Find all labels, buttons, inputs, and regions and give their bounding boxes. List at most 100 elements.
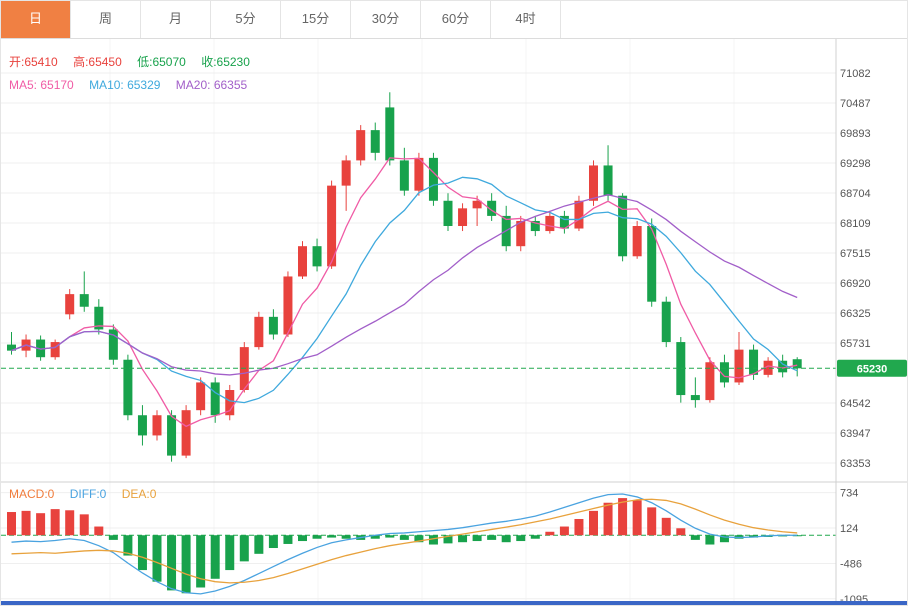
macd-bar [283, 535, 293, 544]
tab-周[interactable]: 周 [71, 1, 141, 38]
candle-body [589, 165, 598, 201]
ma20-line [11, 194, 798, 376]
macd-bar [414, 535, 424, 543]
candle-body [268, 316, 278, 335]
svg-text:68109: 68109 [840, 218, 871, 230]
macd-bar [312, 535, 322, 539]
tab-15分[interactable]: 15分 [281, 1, 351, 38]
candle-body [778, 360, 788, 373]
ohlc-legend: 开:65410 高:65450 低:65070 收:65230 [9, 53, 262, 70]
candle-body [108, 329, 118, 360]
svg-text:66325: 66325 [840, 308, 871, 320]
tab-60分[interactable]: 60分 [421, 1, 491, 38]
candle-body [210, 382, 220, 416]
macd-bar [618, 498, 628, 536]
price-tag [837, 359, 907, 377]
open-value: 开:65410 [9, 55, 58, 69]
candle-body [414, 157, 424, 191]
macd-bar [385, 535, 395, 538]
tab-5分[interactable]: 5分 [211, 1, 281, 38]
axis-labels: 71082 70487 69893 69298 68704 68109 67515 66920… [837, 68, 907, 606]
candle-body [370, 130, 380, 153]
candle-body [734, 349, 744, 383]
svg-text:-1095: -1095 [840, 594, 868, 606]
candle-body [574, 200, 584, 229]
candle-body [399, 160, 409, 191]
macd-bar [647, 507, 657, 536]
macd-bar [123, 535, 133, 556]
candle-body [690, 395, 700, 401]
macd-bar [341, 535, 351, 539]
ma-legend: MA5: 65170 MA10: 65329 MA20: 66355 [9, 78, 259, 92]
candle-body [676, 342, 686, 396]
svg-text:734: 734 [840, 488, 858, 500]
macd-bar [152, 535, 162, 582]
candle-body [705, 362, 715, 401]
tab-4时[interactable]: 4时 [491, 1, 561, 38]
candle-body [137, 415, 147, 436]
svg-text:63353: 63353 [840, 458, 871, 470]
grid-layer [1, 39, 836, 602]
macd-bar [530, 535, 540, 539]
macd-bar [327, 535, 337, 538]
candle-body [94, 306, 104, 330]
candle-body [79, 294, 89, 307]
macd-bar [516, 535, 526, 542]
candle-body [356, 130, 366, 161]
macd-bar [661, 517, 671, 536]
candle-body [167, 415, 177, 456]
tab-月[interactable]: 月 [141, 1, 211, 38]
macd-bar [239, 535, 249, 562]
macd-bar [196, 535, 206, 588]
macd-bar [79, 514, 89, 536]
tab-30分[interactable]: 30分 [351, 1, 421, 38]
candle-body [152, 415, 162, 436]
candle-body [632, 226, 642, 257]
macd-bar [137, 535, 147, 571]
close-value: 收:65230 [201, 55, 250, 69]
macd-bar [589, 510, 598, 536]
candle-body [443, 200, 453, 227]
macd-value: MACD:0 [9, 487, 55, 501]
panel-borders [1, 39, 907, 603]
macd-bar [7, 512, 16, 536]
candle-body [225, 390, 235, 416]
svg-text:71082: 71082 [840, 68, 871, 80]
svg-text:68704: 68704 [840, 188, 871, 200]
candle-body [792, 359, 802, 369]
macd-bar [210, 535, 220, 579]
macd-bar [472, 535, 482, 542]
svg-text:66920: 66920 [840, 278, 871, 290]
ma-lines-layer [1, 157, 836, 428]
candle-body [65, 294, 75, 315]
diff-value: DIFF:0 [69, 487, 107, 501]
candle-body [196, 382, 206, 411]
dea-line [11, 498, 798, 584]
candle-body [341, 160, 351, 186]
candle-body [516, 220, 526, 247]
ma10-value: MA10: 65329 [89, 78, 161, 92]
macd-bar [108, 535, 118, 540]
high-value: 高:65450 [73, 55, 122, 69]
candle-body [458, 208, 468, 227]
dea-value: DEA:0 [121, 487, 157, 501]
candle-body [647, 226, 657, 302]
candle-body [385, 107, 395, 161]
macd-bar [690, 535, 700, 540]
candle-body [545, 215, 555, 232]
kline-macd-chart[interactable]: 71082 70487 69893 69298 68704 68109 67515 66920… [1, 39, 908, 606]
candle-body [428, 157, 438, 201]
macd-bar [632, 500, 642, 536]
svg-text:-486: -486 [840, 558, 862, 570]
tab-日[interactable]: 日 [1, 1, 71, 38]
low-value: 低:65070 [137, 55, 186, 69]
macd-bar [36, 513, 46, 536]
svg-text:65731: 65731 [840, 338, 871, 350]
macd-bar [458, 535, 468, 543]
svg-text:69893: 69893 [840, 128, 871, 140]
macd-bar [574, 518, 584, 536]
svg-text:70487: 70487 [840, 98, 871, 110]
macd-bar [559, 526, 569, 536]
timeframe-tabbar: 日周月 5分 15分 30分 60分 4时 [1, 1, 907, 39]
chart-scrollbar[interactable] [1, 601, 907, 605]
